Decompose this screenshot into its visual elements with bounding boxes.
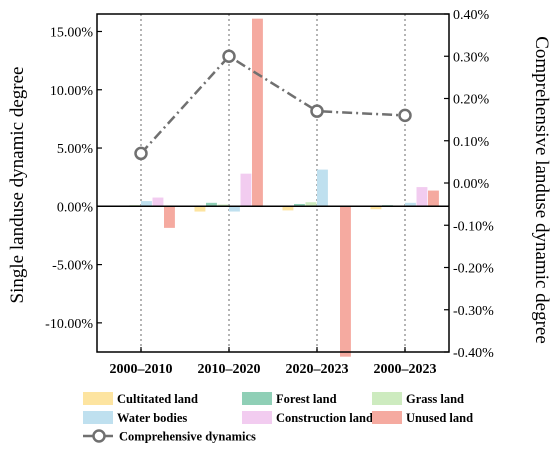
y-tick-label: -5.00% xyxy=(52,259,93,274)
legend: Cultitated land Forest land Grass land Wate… xyxy=(83,392,473,444)
y2-tick-label: 0.20% xyxy=(453,93,490,108)
legend-swatch xyxy=(242,392,272,405)
y2-tick-label: -0.40% xyxy=(453,346,494,361)
bar xyxy=(405,202,416,207)
bar xyxy=(370,206,382,210)
legend-label: Comprehensive dynamics xyxy=(119,430,256,444)
legend-swatch xyxy=(372,411,402,424)
legend-line-marker xyxy=(92,429,106,443)
legend-label: Cultitated land xyxy=(117,392,198,406)
y-axis-title: Single landuse dynamic degree xyxy=(7,67,28,304)
legend-label: Unused land xyxy=(406,411,473,425)
x-axis: 2000–2010 2010–2020 2020–2023 2000–2023 xyxy=(110,347,437,377)
bar xyxy=(252,18,263,207)
bar xyxy=(206,202,217,207)
left-y-axis: 15.00% 10.00% 5.00% 0.00% -5.00% -10.00% xyxy=(45,25,102,332)
bar xyxy=(229,206,240,212)
y-tick-label: -10.00% xyxy=(45,317,93,332)
bar xyxy=(340,206,351,357)
y-tick-label: 5.00% xyxy=(57,142,94,157)
legend-label: Grass land xyxy=(406,392,464,406)
line-point xyxy=(134,146,148,161)
category-gridlines xyxy=(140,14,406,352)
legend-label: Water bodies xyxy=(117,411,187,425)
legend-label: Forest land xyxy=(276,392,337,406)
y2-tick-label: 0.40% xyxy=(453,8,490,23)
legend-swatch xyxy=(83,392,113,405)
bar xyxy=(282,206,294,211)
bar xyxy=(217,204,229,207)
y2-tick-label: -0.10% xyxy=(453,219,494,234)
plot-border xyxy=(96,13,450,353)
legend-swatch xyxy=(83,411,113,424)
comprehensive-line-path xyxy=(140,54,406,155)
y-tick-label: 15.00% xyxy=(50,25,94,40)
bar xyxy=(152,197,164,207)
bar xyxy=(164,206,175,228)
x-tick-label: 2000–2023 xyxy=(374,362,437,377)
y2-axis-title: Comprehensive landuse dynamic degree xyxy=(531,36,550,344)
bar xyxy=(305,202,317,207)
line-point xyxy=(222,49,236,63)
plot-frame xyxy=(96,13,450,353)
y-tick-label: 10.00% xyxy=(50,84,94,99)
line-point xyxy=(310,104,324,118)
y2-tick-label: 0.00% xyxy=(453,177,490,192)
bar xyxy=(428,190,439,207)
y-tick-label: 0.00% xyxy=(57,200,94,215)
bar xyxy=(317,169,328,207)
bar xyxy=(240,173,252,207)
bar-series xyxy=(106,18,439,357)
line-point xyxy=(398,108,412,123)
legend-swatch xyxy=(372,392,402,405)
legend-label: Construction land xyxy=(276,411,373,425)
bar xyxy=(294,203,305,207)
comprehensive-line xyxy=(134,49,412,161)
y2-tick-label: -0.20% xyxy=(453,262,494,277)
bar xyxy=(416,187,428,207)
legend-swatch xyxy=(242,411,272,424)
x-tick-label: 2000–2010 xyxy=(110,362,173,377)
y2-tick-label: -0.30% xyxy=(453,304,494,319)
y2-tick-label: 0.10% xyxy=(453,135,490,150)
x-tick-label: 2010–2020 xyxy=(198,362,261,377)
bar xyxy=(141,201,152,207)
y2-tick-label: 0.30% xyxy=(453,50,490,65)
right-y-axis: 0.40% 0.30% 0.20% 0.10% 0.00% -0.10% -0.20% -0.… xyxy=(444,8,494,361)
bar xyxy=(194,206,206,212)
x-tick-label: 2020–2023 xyxy=(286,362,349,377)
